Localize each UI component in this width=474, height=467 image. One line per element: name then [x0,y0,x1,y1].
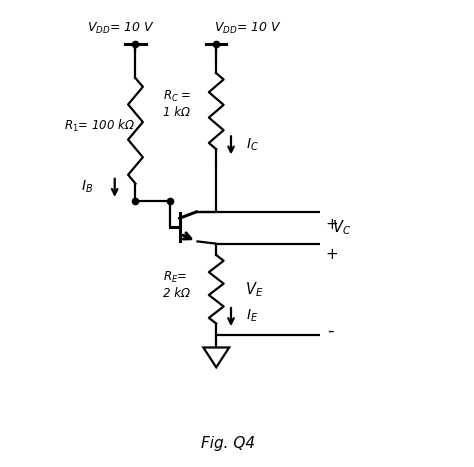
Text: $I_E$: $I_E$ [246,307,258,324]
Text: $V_{DD}$= 10 V: $V_{DD}$= 10 V [214,21,282,36]
Text: Fig. Q4: Fig. Q4 [201,436,255,451]
Text: $R_C$ =
1 kΩ: $R_C$ = 1 kΩ [163,89,192,120]
Text: $R_E$=
2 kΩ: $R_E$= 2 kΩ [163,269,190,300]
Text: $V_E$: $V_E$ [245,280,263,299]
Text: +: + [326,248,338,262]
Text: $I_B$: $I_B$ [81,178,93,195]
Text: $V_{DD}$= 10 V: $V_{DD}$= 10 V [87,21,155,36]
Text: $I_C$: $I_C$ [246,136,259,153]
Text: $V_C$: $V_C$ [332,219,351,237]
Text: +: + [326,217,338,233]
Text: $R_{1}$= 100 kΩ: $R_{1}$= 100 kΩ [64,118,135,134]
Text: -: - [327,321,334,340]
